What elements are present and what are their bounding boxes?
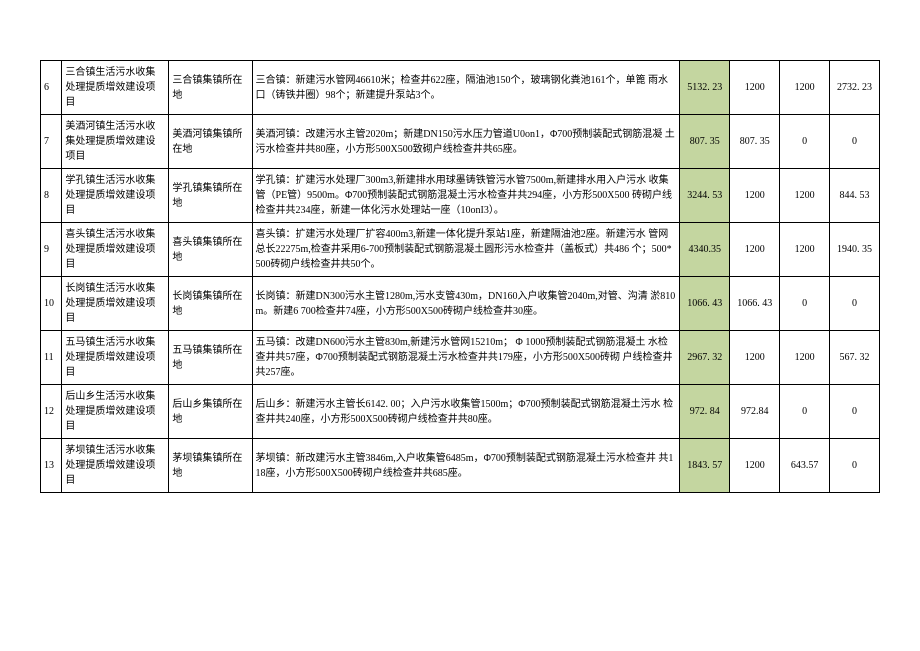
value-col-4: 0 — [830, 277, 880, 331]
value-col-4: 1940. 35 — [830, 223, 880, 277]
value-col-1: 2967. 32 — [680, 331, 730, 385]
project-table: 6三合镇生活污水收集处理提质增效建设项目三合镇集镇所在地三合镇：新建污水管网46… — [40, 60, 880, 493]
value-col-1: 4340.35 — [680, 223, 730, 277]
document-page: 6三合镇生活污水收集处理提质增效建设项目三合镇集镇所在地三合镇：新建污水管网46… — [0, 0, 920, 533]
table-row: 10长岗镇生活污水收集处理提质增效建设项目长岗镇集镇所在地长岗镇：新建DN300… — [41, 277, 880, 331]
value-col-3: 0 — [780, 385, 830, 439]
table-row: 7美酒河镇生活污水收集处理提质增效建设项目美酒河镇集镇所在地美酒河镇：改建污水主… — [41, 115, 880, 169]
project-description: 喜头镇：扩建污水处理厂扩容400m3,新建一体化提升泵站1座，新建隔油池2座。新… — [252, 223, 680, 277]
project-location: 三合镇集镇所在地 — [169, 61, 252, 115]
value-col-3: 643.57 — [780, 439, 830, 493]
project-name: 后山乡生活污水收集处理提质增效建设项目 — [62, 385, 169, 439]
row-index: 13 — [41, 439, 62, 493]
value-col-4: 567. 32 — [830, 331, 880, 385]
project-location: 五马镇集镇所在地 — [169, 331, 252, 385]
project-location: 美酒河镇集镇所在地 — [169, 115, 252, 169]
value-col-1: 972. 84 — [680, 385, 730, 439]
project-description: 五马镇：改建DN600污水主管830m,新建污水管网15210m； Φ 1000… — [252, 331, 680, 385]
value-col-2: 1200 — [730, 439, 780, 493]
project-description: 长岗镇：新建DN300污水主管1280m,污水支管430m，DN160入户收集管… — [252, 277, 680, 331]
value-col-3: 1200 — [780, 61, 830, 115]
project-description: 学孔镇：扩建污水处理厂300m3,新建排水用球墨铸铁管污水管7500m,新建排水… — [252, 169, 680, 223]
row-index: 6 — [41, 61, 62, 115]
value-col-1: 807. 35 — [680, 115, 730, 169]
project-name: 三合镇生活污水收集处理提质增效建设项目 — [62, 61, 169, 115]
project-name: 美酒河镇生活污水收集处理提质增效建设项目 — [62, 115, 169, 169]
value-col-4: 0 — [830, 115, 880, 169]
value-col-2: 807. 35 — [730, 115, 780, 169]
project-location: 茅坝镇集镇所在地 — [169, 439, 252, 493]
table-row: 13茅坝镇生活污水收集处理提质增效建设项目茅坝镇集镇所在地茅坝镇：新改建污水主管… — [41, 439, 880, 493]
table-row: 11五马镇生活污水收集处理提质增效建设项目五马镇集镇所在地五马镇：改建DN600… — [41, 331, 880, 385]
value-col-2: 972.84 — [730, 385, 780, 439]
value-col-4: 0 — [830, 385, 880, 439]
table-row: 6三合镇生活污水收集处理提质增效建设项目三合镇集镇所在地三合镇：新建污水管网46… — [41, 61, 880, 115]
row-index: 11 — [41, 331, 62, 385]
value-col-2: 1066. 43 — [730, 277, 780, 331]
project-name: 茅坝镇生活污水收集处理提质增效建设项目 — [62, 439, 169, 493]
project-location: 后山乡集镇所在地 — [169, 385, 252, 439]
value-col-4: 0 — [830, 439, 880, 493]
value-col-2: 1200 — [730, 61, 780, 115]
project-location: 喜头镇集镇所在地 — [169, 223, 252, 277]
row-index: 12 — [41, 385, 62, 439]
project-location: 学孔镇集镇所在地 — [169, 169, 252, 223]
value-col-1: 1843. 57 — [680, 439, 730, 493]
project-name: 五马镇生活污水收集处理提质增效建设项目 — [62, 331, 169, 385]
project-description: 后山乡：新建污水主管长6142. 00；入户污水收集管1500m；Φ700预制装… — [252, 385, 680, 439]
table-row: 12后山乡生活污水收集处理提质增效建设项目后山乡集镇所在地后山乡：新建污水主管长… — [41, 385, 880, 439]
row-index: 9 — [41, 223, 62, 277]
value-col-3: 1200 — [780, 169, 830, 223]
value-col-4: 2732. 23 — [830, 61, 880, 115]
row-index: 7 — [41, 115, 62, 169]
project-location: 长岗镇集镇所在地 — [169, 277, 252, 331]
project-name: 长岗镇生活污水收集处理提质增效建设项目 — [62, 277, 169, 331]
project-description: 美酒河镇：改建污水主管2020m；新建DN150污水压力管道U0on1，Φ700… — [252, 115, 680, 169]
project-name: 喜头镇生活污水收集处理提质增效建设项目 — [62, 223, 169, 277]
value-col-3: 1200 — [780, 331, 830, 385]
project-description: 茅坝镇：新改建污水主管3846m,入户收集管6485m，Φ700预制装配式钢筋混… — [252, 439, 680, 493]
table-row: 9喜头镇生活污水收集处理提质增效建设项目喜头镇集镇所在地喜头镇：扩建污水处理厂扩… — [41, 223, 880, 277]
value-col-2: 1200 — [730, 223, 780, 277]
row-index: 10 — [41, 277, 62, 331]
project-description: 三合镇：新建污水管网46610米；检查井622座，隔油池150个，玻璃钢化粪池1… — [252, 61, 680, 115]
value-col-3: 0 — [780, 277, 830, 331]
value-col-2: 1200 — [730, 169, 780, 223]
value-col-4: 844. 53 — [830, 169, 880, 223]
value-col-1: 5132. 23 — [680, 61, 730, 115]
table-row: 8学孔镇生活污水收集处理提质增效建设项目学孔镇集镇所在地学孔镇：扩建污水处理厂3… — [41, 169, 880, 223]
value-col-1: 1066. 43 — [680, 277, 730, 331]
value-col-3: 0 — [780, 115, 830, 169]
value-col-3: 1200 — [780, 223, 830, 277]
row-index: 8 — [41, 169, 62, 223]
value-col-2: 1200 — [730, 331, 780, 385]
project-name: 学孔镇生活污水收集处理提质增效建设项目 — [62, 169, 169, 223]
value-col-1: 3244. 53 — [680, 169, 730, 223]
